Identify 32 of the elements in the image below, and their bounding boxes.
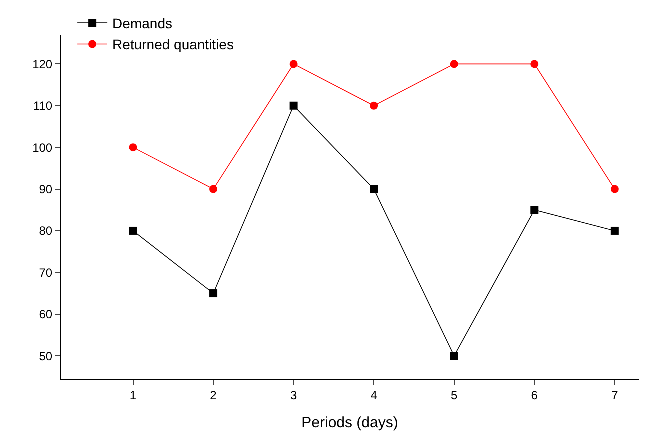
point [210,290,218,298]
x-axis-title: Periods (days) [302,414,398,432]
point [370,102,378,110]
y-tick-label: 120 [32,57,53,72]
x-tick-label: 4 [370,388,378,402]
point [129,226,138,235]
legend-label: Returned quantities [112,36,234,53]
x-tick-label: 2 [210,388,218,402]
point [370,185,378,194]
x-tick-label: 6 [531,388,538,402]
point [530,60,539,68]
y-tick-label: 60 [39,308,53,322]
legend-label: Demands [112,16,172,32]
y-tick-label: 100 [32,140,53,155]
point [450,60,458,68]
point [610,226,619,235]
x-tick-label: 1 [130,388,137,402]
x-tick-label: 3 [290,388,298,402]
x-tick-label: 7 [612,388,619,402]
point [129,144,138,152]
point [610,185,619,194]
point [450,352,458,360]
y-tick-label: 50 [39,349,53,364]
point [290,60,298,68]
y-tick-label: 110 [33,99,53,114]
point [290,102,298,110]
y-tick-label: 90 [39,182,53,196]
point [210,185,218,194]
y-tick-label: 70 [39,266,53,280]
x-tick-label: 5 [451,388,458,402]
y-tick-label: 80 [39,224,53,238]
point [530,206,539,214]
